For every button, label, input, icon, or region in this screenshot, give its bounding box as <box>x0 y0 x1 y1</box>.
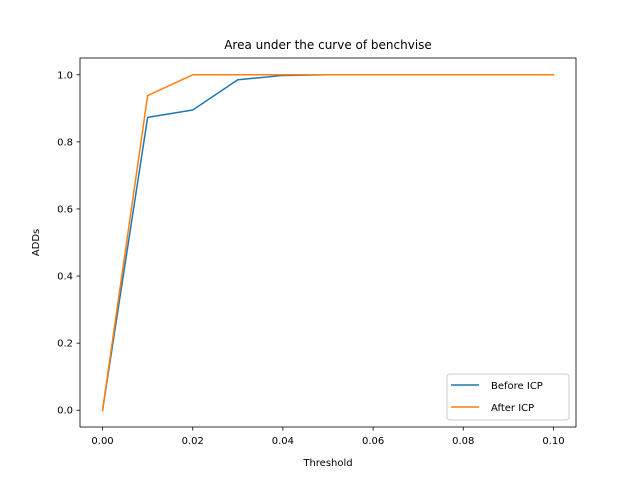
y-tick-label: 1.0 <box>57 70 73 81</box>
y-axis-ticks: 0.0 0.2 0.4 0.6 0.8 1.0 <box>57 70 80 417</box>
y-tick-label: 0.0 <box>57 406 73 417</box>
x-tick-label: 0.04 <box>272 436 294 447</box>
series-line-after-icp <box>101 74 555 412</box>
y-tick-label: 0.2 <box>57 339 73 350</box>
x-axis-ticks: 0.00 0.02 0.04 0.06 0.08 0.10 <box>91 427 565 447</box>
legend-label-before-icp: Before ICP <box>491 381 543 392</box>
x-tick-label: 0.00 <box>91 436 113 447</box>
x-tick-label: 0.06 <box>362 436 384 447</box>
y-tick-label: 0.6 <box>57 204 73 215</box>
x-axis-label: Threshold <box>302 458 352 469</box>
plot-frame <box>79 57 577 428</box>
y-tick-label: 0.4 <box>57 272 73 283</box>
x-tick-label: 0.02 <box>182 436 204 447</box>
legend: Before ICP After ICP <box>446 373 570 421</box>
series-layer <box>101 74 555 412</box>
y-axis-label: ADDs <box>31 229 42 256</box>
chart-title: Area under the curve of benchvise <box>224 38 432 52</box>
y-tick-label: 0.8 <box>57 137 73 148</box>
x-tick-label: 0.10 <box>542 436 564 447</box>
legend-label-after-icp: After ICP <box>491 403 534 414</box>
x-tick-label: 0.08 <box>452 436 474 447</box>
